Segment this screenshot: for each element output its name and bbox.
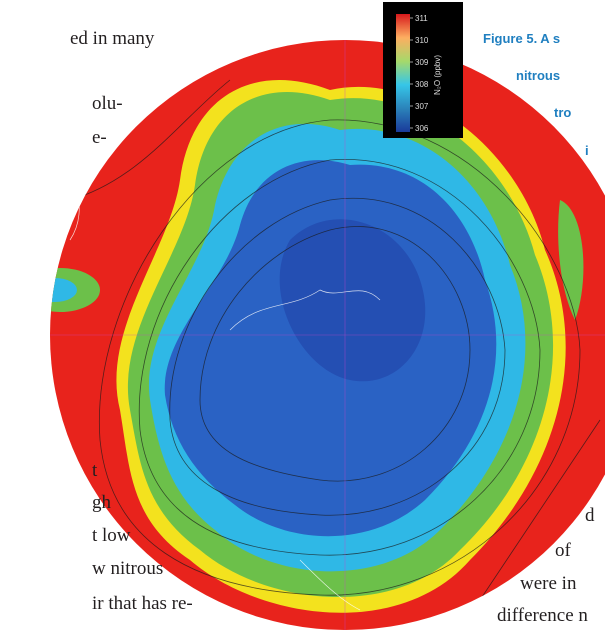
colorbar-tick-label: 308 bbox=[415, 80, 429, 89]
body-text-line: of bbox=[555, 540, 572, 561]
body-text-line: t low bbox=[92, 525, 131, 546]
body-text-line: gh bbox=[92, 492, 112, 513]
body-text-line: difference n bbox=[497, 605, 588, 626]
page: {"left_text": ["ed in many", "olu-", "e-… bbox=[0, 0, 605, 641]
colorbar-tick-label: 311 bbox=[415, 14, 428, 23]
polar-map bbox=[20, 30, 605, 641]
body-text-line: olu- bbox=[92, 93, 123, 114]
caption-line: tro bbox=[554, 105, 571, 120]
page-canvas: N₂O (ppbv) 311 310 309 308 307 306 ed in many… bbox=[0, 0, 605, 641]
colorbar-tick-label: 310 bbox=[415, 36, 429, 45]
body-text-line: t bbox=[92, 460, 98, 481]
colorbar bbox=[396, 14, 410, 132]
body-text-line: were in bbox=[520, 573, 577, 594]
caption-line: Figure 5. A s bbox=[483, 31, 560, 46]
colorbar-tick-label: 306 bbox=[415, 124, 429, 133]
colorbar-label: N₂O (ppbv) bbox=[433, 55, 442, 95]
body-text-line: w nitrous bbox=[92, 558, 163, 579]
body-text-line: e- bbox=[92, 127, 107, 148]
body-text-line: ed in many bbox=[70, 28, 155, 49]
caption-line: i bbox=[585, 143, 589, 158]
caption-line: nitrous bbox=[516, 68, 560, 83]
body-text-line: d bbox=[585, 505, 595, 526]
colorbar-tick-label: 307 bbox=[415, 102, 429, 111]
colorbar-tick-label: 309 bbox=[415, 58, 429, 67]
body-text-line: ir that has re- bbox=[92, 593, 193, 614]
